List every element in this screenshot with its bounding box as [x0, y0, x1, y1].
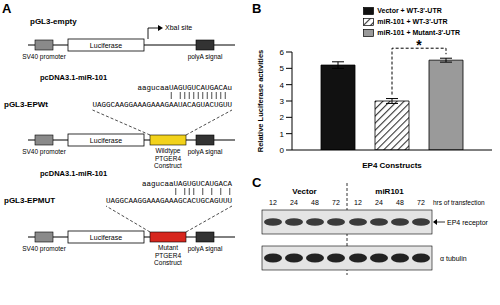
- svg-text:miR101: miR101: [375, 187, 404, 196]
- svg-text:pGL3-EPWt: pGL3-EPWt: [8, 100, 48, 109]
- svg-text:3: 3: [280, 97, 285, 106]
- svg-text:6: 6: [280, 48, 285, 57]
- svg-text:pGL3-EPMUT: pGL3-EPMUT: [8, 196, 55, 205]
- html-text:Vector + WT-3'-UTR: Vector + WT-3'-UTR: [377, 7, 442, 14]
- svg-text:4: 4: [280, 81, 285, 90]
- svg-text:UAGGCAAGGAAAGAAAGAAUACAGUACUGU: UAGGCAAGGAAAGAAAGAAUACAGUACUGUU: [92, 101, 232, 109]
- svg-text:1: 1: [280, 130, 285, 139]
- svg-text:*: *: [416, 37, 422, 53]
- svg-text:SV40 promoter: SV40 promoter: [22, 148, 67, 156]
- svg-text:12: 12: [354, 199, 362, 206]
- html-text:miR-101 + WT-3'-UTR: miR-101 + WT-3'-UTR: [377, 18, 448, 25]
- svg-text:Luciferase: Luciferase: [90, 137, 122, 144]
- svg-text:aagucaaUAGUGUCAUGACA: aagucaaUAGUGUCAUGACA: [142, 180, 233, 188]
- svg-text:Vector: Vector: [292, 187, 316, 196]
- svg-text:SV40 promoter: SV40 promoter: [22, 245, 67, 253]
- svg-text:pcDNA3.1-miR-101: pcDNA3.1-miR-101: [40, 169, 107, 178]
- svg-text:polyA signal: polyA signal: [188, 245, 223, 253]
- svg-text:0: 0: [280, 146, 285, 155]
- svg-text:48: 48: [396, 199, 404, 206]
- svg-text:Relative Luciferase activities: Relative Luciferase activities: [256, 50, 265, 153]
- svg-text:EP4 Constructs: EP4 Constructs: [362, 161, 422, 170]
- svg-text:5: 5: [280, 64, 285, 73]
- svg-text:48: 48: [311, 199, 319, 206]
- svg-text:72: 72: [332, 199, 340, 206]
- svg-text:SV40 promoter: SV40 promoter: [22, 53, 67, 61]
- svg-text:EP4 receptor: EP4 receptor: [447, 219, 489, 227]
- svg-text:polyA signal: polyA signal: [188, 53, 223, 61]
- svg-text:α tubulin: α tubulin: [440, 255, 467, 262]
- svg-text:polyA signal: polyA signal: [188, 148, 223, 156]
- svg-text:Luciferase: Luciferase: [90, 234, 122, 241]
- svg-text:2: 2: [280, 113, 285, 122]
- svg-text:UAGGCAAGGAAAGAAAGCACUGCAGUUU: UAGGCAAGGAAAGAAAGCACUGCAGUUU: [106, 197, 232, 205]
- svg-text:72: 72: [417, 199, 425, 206]
- svg-text:12: 12: [269, 199, 277, 206]
- html-text:miR-101 + Mutant-3'-UTR: miR-101 + Mutant-3'-UTR: [377, 29, 460, 36]
- svg-text:WildtypePTGER4Construct: WildtypePTGER4Construct: [154, 147, 182, 169]
- svg-text:hrs of transfection: hrs of transfection: [433, 199, 485, 206]
- svg-text:24: 24: [375, 199, 383, 206]
- svg-text:pcDNA3.1-miR-101: pcDNA3.1-miR-101: [40, 73, 107, 82]
- svg-text:24: 24: [290, 199, 298, 206]
- svg-text:Luciferase: Luciferase: [90, 42, 122, 49]
- svg-text:C: C: [252, 175, 262, 190]
- svg-text:XbaI site: XbaI site: [165, 24, 192, 31]
- svg-text:aagucaaUAGUGUCAUGACAu: aagucaaUAGUGUCAUGACAu: [137, 84, 232, 92]
- svg-text:B: B: [252, 1, 261, 16]
- svg-text:A: A: [8, 1, 12, 16]
- svg-text:MutantPTGER4Construct: MutantPTGER4Construct: [154, 244, 182, 266]
- svg-text:pGL3-empty: pGL3-empty: [30, 17, 77, 26]
